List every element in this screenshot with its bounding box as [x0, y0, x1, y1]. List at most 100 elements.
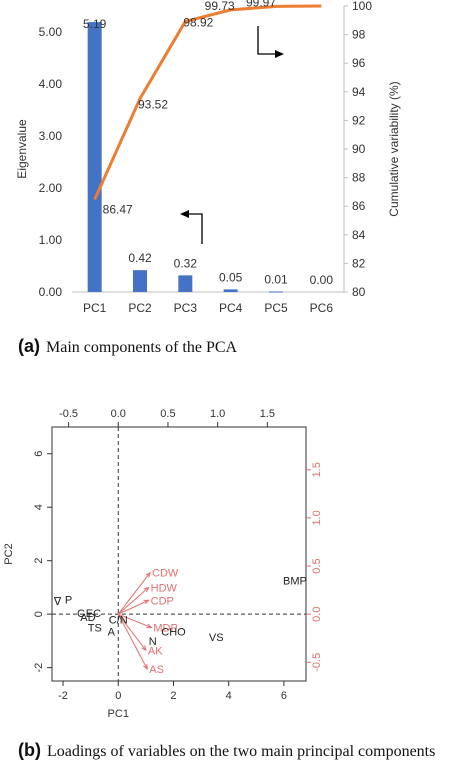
bar	[223, 289, 238, 292]
x-tick-label: PC1	[83, 301, 107, 315]
y2-tick-label: 80	[352, 285, 366, 299]
loading-label: MDP	[153, 623, 177, 635]
caption-b-text: Loadings of variables on the two main pr…	[46, 743, 436, 760]
loading-arrow	[117, 613, 148, 670]
score-label: VS	[209, 632, 224, 644]
right-tick-label: -0.5	[311, 653, 323, 672]
x-tick-label: PC5	[264, 301, 288, 315]
y-tick-label: 0	[33, 611, 45, 617]
loading-arrow-head	[143, 599, 150, 605]
top-tick-label: 1.0	[210, 408, 225, 420]
bar	[133, 270, 147, 292]
bar-value-label: 0.42	[128, 251, 152, 265]
x-tick-label: PC3	[174, 301, 198, 315]
x-tick-label: PC4	[219, 301, 243, 315]
score-label: ∇	[53, 596, 62, 608]
y-tick-label: -2	[33, 663, 45, 673]
y-axis-title: Eigenvalue	[15, 119, 29, 179]
bar-value-label: 0.00	[310, 273, 334, 287]
x-tick-label: PC2	[128, 301, 152, 315]
loading-arrow	[117, 572, 151, 615]
bar	[269, 291, 283, 293]
y-tick-label: 4	[33, 504, 45, 510]
y-tick-label: 2.00	[39, 181, 63, 195]
bar-value-label: 0.01	[264, 272, 288, 286]
loading-arrow	[118, 613, 152, 628]
y2-tick-label: 92	[352, 113, 366, 127]
score-label: P	[65, 594, 72, 606]
y2-axis-title: Cumulative variability (%)	[387, 81, 401, 216]
loading-label: CDP	[151, 595, 174, 607]
x-tick-label: 4	[226, 690, 232, 702]
y-tick-label: 2	[33, 558, 45, 564]
score-label: C/N	[109, 615, 128, 627]
y2-tick-label: 90	[352, 142, 366, 156]
right-tick-label: 1.5	[311, 462, 323, 477]
x-tick-label: 0	[115, 690, 121, 702]
line-value-label: 86.47	[103, 202, 133, 216]
right-tick-label: 0.5	[311, 558, 323, 573]
biplot-chart: -2 0 2 4 6 -2 0 2 4 6 -0.5 0.0 0.5 1.0 1.5 -0.5 0.0 0.5 1.…	[3, 408, 323, 720]
top-tick-label: 0.0	[111, 408, 126, 420]
loading-arrow-head	[141, 645, 147, 652]
score-label: EC	[86, 608, 101, 620]
loading-arrow-head	[145, 571, 151, 578]
y-axis-title: PC2	[3, 543, 15, 564]
caption-a-letter: (a)	[18, 336, 40, 356]
loading-label: AK	[148, 645, 163, 657]
loading-arrow-head	[146, 623, 153, 629]
y2-tick-label: 100	[352, 0, 372, 13]
score-label: A	[108, 627, 116, 639]
y2-tick-label: 82	[352, 256, 366, 270]
x-tick-label: 6	[281, 690, 287, 702]
score-label: BMP	[283, 576, 307, 588]
loading-label: HDW	[151, 582, 178, 594]
caption-b-letter: (b)	[18, 740, 41, 760]
x-tick-label: -2	[58, 690, 68, 702]
cumulative-line	[93, 4, 322, 201]
right-tick-label: 1.0	[311, 510, 323, 525]
plot-frame	[51, 426, 307, 682]
y2-tick-label: 96	[352, 56, 366, 70]
x-tick-label: PC6	[310, 301, 334, 315]
right-tick-label: 0.0	[311, 607, 323, 622]
score-label: TS	[88, 623, 102, 635]
y2-tick-label: 94	[352, 85, 366, 99]
bar-value-label: 0.32	[174, 256, 198, 270]
left-axis-arrow	[186, 213, 203, 244]
y-tick-label: 4.00	[39, 77, 63, 91]
loading-label: AS	[149, 664, 164, 676]
right-axis-arrow-head	[275, 50, 284, 58]
loading-arrow-head	[143, 663, 148, 671]
loading-arrow-head	[143, 586, 150, 593]
scree-chart: 0.00 1.00 2.00 3.00 4.00 5.00 80 82 84 86 88 90 92 94…	[15, 0, 401, 315]
score-label: AD	[80, 612, 95, 624]
loading-arrow	[117, 613, 147, 651]
left-axis-arrow-head	[180, 210, 189, 218]
line-value-label: 98.92	[183, 15, 213, 29]
x-axis-title: PC1	[108, 708, 129, 720]
y-tick-label: 1.00	[39, 233, 63, 247]
line-value-label: 99.97	[246, 0, 276, 9]
y2-tick-label: 88	[352, 171, 366, 185]
y-tick-label: 6	[33, 451, 45, 457]
right-axis-arrow	[257, 26, 278, 55]
caption-a-text: Main components of the PCA	[46, 339, 238, 356]
line-value-label: 93.52	[138, 98, 168, 112]
bar-value-label: 0.05	[219, 270, 243, 284]
x-tick-label: 2	[170, 690, 176, 702]
y2-tick-label: 86	[352, 199, 366, 213]
score-label: C	[77, 608, 85, 620]
top-tick-label: 0.5	[160, 408, 175, 420]
top-tick-label: -0.5	[59, 408, 78, 420]
score-label: CHO	[161, 627, 186, 639]
y2-tick-label: 98	[352, 28, 366, 42]
y-tick-label: 3.00	[39, 129, 63, 143]
loading-label: CDW	[152, 568, 179, 580]
loading-arrow	[117, 587, 149, 615]
bar	[178, 275, 193, 292]
caption-b: (b) Loadings of variables on the two main…	[18, 740, 435, 761]
y-tick-label: 5.00	[39, 25, 63, 39]
top-tick-label: 1.5	[260, 408, 275, 420]
caption-a: (a) Main components of the PCA	[18, 336, 237, 357]
